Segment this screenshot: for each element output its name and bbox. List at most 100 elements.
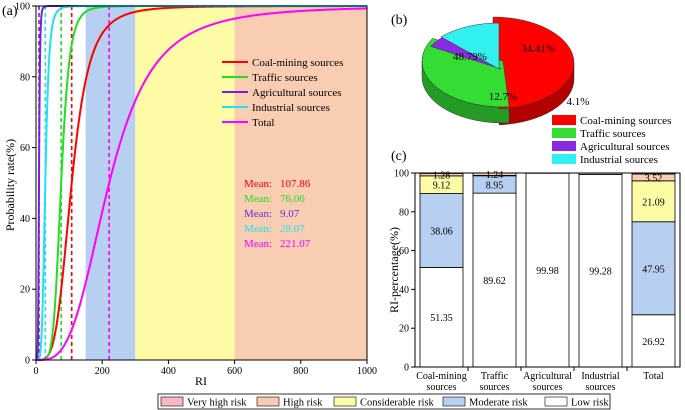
legend-label: Coal-mining sources xyxy=(252,57,343,69)
x-tick-label: 200 xyxy=(95,366,110,377)
mean-label: Mean: xyxy=(244,178,272,190)
x-tick-label: 800 xyxy=(293,366,308,377)
bar-value-label: 9.12 xyxy=(433,181,451,192)
pie-legend-swatch xyxy=(552,128,576,138)
category-label: Industrial sources xyxy=(581,371,620,393)
pie-legend-swatch xyxy=(552,115,576,125)
y-tick-label: 0 xyxy=(25,356,30,367)
risk-legend-label: Low risk xyxy=(571,398,609,409)
legend-label: Industrial sources xyxy=(252,102,330,114)
category-label-line: sources xyxy=(427,382,457,393)
category-label: Coal-mining sources xyxy=(416,371,467,393)
panel-b-pie-chart: (b) 48.79% 34.41% 4.1% 12.7% Coal-mining so… xyxy=(391,13,671,166)
risk-legend: Very high risk High risk Considerable risk… xyxy=(157,393,611,410)
risk-legend-swatch xyxy=(544,396,568,407)
risk-legend-swatch xyxy=(256,396,280,407)
x-tick-label: 1000 xyxy=(357,366,377,377)
y-tick-label: 60 xyxy=(20,143,30,154)
risk-legend-swatch xyxy=(442,396,466,407)
pie-slice-label: 34.41% xyxy=(521,43,555,55)
pie-slice-label: 48.79% xyxy=(453,51,487,63)
line-legend: Coal-mining sources Traffic sources Agricu… xyxy=(222,57,343,129)
category-label: Agricultural sources xyxy=(523,371,572,393)
mean-value: 221.07 xyxy=(280,238,311,250)
risk-legend-label: Moderate risk xyxy=(469,398,528,409)
bar-y-tick-label: 100 xyxy=(394,169,409,180)
panel-c-stacked-bar-chart: (c) RI-percentage(%) 51.35 38.06 9.121.28 C… xyxy=(387,149,681,393)
bar-value-label: 21.09 xyxy=(642,197,665,208)
bar-value-label: 38.06 xyxy=(430,226,453,237)
bar-value-label: 3.52 xyxy=(645,173,663,184)
bar-segment xyxy=(578,173,623,368)
x-tick-label: 0 xyxy=(34,366,39,377)
mean-labels: Mean: 107.86 Mean: 76.06 Mean: 9.07 Mean: 28.07… xyxy=(244,178,311,250)
pie-legend-label: Coal-mining sources xyxy=(580,115,671,127)
legend-label: Agricultural sources xyxy=(252,87,342,99)
bar-axes-frame xyxy=(414,172,681,368)
risk-band xyxy=(135,6,235,360)
bar-value-label: 89.62 xyxy=(483,276,506,287)
risk-legend-swatch xyxy=(160,396,184,407)
pie-legend-label: Agricultural sources xyxy=(580,141,670,153)
mean-label: Mean: xyxy=(244,193,272,205)
category-label-line: sources xyxy=(533,382,563,393)
y-axis-label: Probability rate(%) xyxy=(3,139,17,231)
bar-value-label: 8.95 xyxy=(486,180,504,191)
pie-legend-swatch xyxy=(552,154,576,164)
bar-value-label: 26.92 xyxy=(642,337,665,348)
panel-a-label: (a) xyxy=(2,4,18,19)
bar-segment xyxy=(525,172,570,368)
legend-label: Total xyxy=(252,117,274,129)
panel-b-label: (b) xyxy=(391,13,408,28)
y-tick-label: 20 xyxy=(20,285,30,296)
x-tick-label: 600 xyxy=(227,366,242,377)
bar-segment xyxy=(631,180,676,223)
bar-y-axis-label: RI-percentage(%) xyxy=(387,227,401,313)
mean-label: Mean: xyxy=(244,238,272,250)
bar-value-label: 47.95 xyxy=(642,264,665,275)
bar-axes: 0 20 40 60 80 100 xyxy=(394,169,681,374)
risk-legend-label: Considerable risk xyxy=(360,398,435,409)
pie-slice-label: 4.1% xyxy=(567,96,590,108)
bar-value-label: 99.98 xyxy=(536,266,559,277)
bar-y-tick-label: 40 xyxy=(399,285,409,296)
risk-legend-swatch xyxy=(333,396,357,407)
pie-legend-label: Traffic sources xyxy=(580,128,646,140)
bar-value-label: 51.35 xyxy=(430,313,453,324)
category-label-line: Agricultural xyxy=(523,371,572,382)
bar-value-label: 1.28 xyxy=(433,171,451,182)
mean-value: 107.86 xyxy=(280,178,311,190)
category-label-line: sources xyxy=(480,382,510,393)
mean-value: 76.06 xyxy=(280,193,305,205)
pie-slice xyxy=(440,22,500,70)
category-label-line: sources xyxy=(586,382,616,393)
pie-legend-label: Industrial sources xyxy=(580,154,658,166)
bar-value-label: 1.24 xyxy=(486,170,504,181)
y-tick-label: 100 xyxy=(15,2,30,13)
pie-slice-label: 12.7% xyxy=(489,91,517,103)
x-axis-label: RI xyxy=(195,374,207,388)
mean-value: 28.07 xyxy=(280,223,305,235)
category-label: Total xyxy=(643,371,664,382)
mean-label: Mean: xyxy=(244,208,272,220)
bar-y-tick-label: 80 xyxy=(399,207,409,218)
bar-segment xyxy=(472,192,517,368)
panel-c-label: (c) xyxy=(391,149,407,164)
mean-label: Mean: xyxy=(244,223,272,235)
risk-band xyxy=(85,6,136,360)
category-label-line: Industrial xyxy=(581,371,620,382)
panel-a-line-chart: (a) 0 200 400 600 800 1000 0 20 40 60 80 100 RI Pro… xyxy=(2,2,377,389)
mean-value: 9.07 xyxy=(280,208,300,220)
pie-slice xyxy=(492,16,575,110)
risk-band xyxy=(234,6,367,360)
risk-legend-label: Very high risk xyxy=(187,398,247,409)
pie: 48.79% 34.41% 4.1% 12.7% xyxy=(421,16,590,126)
y-tick-label: 40 xyxy=(20,214,30,225)
bars: 51.35 38.06 9.121.28 Coal-mining sources 89.6… xyxy=(416,170,676,393)
bar-y-tick-label: 0 xyxy=(404,363,409,374)
axes: 0 200 400 600 800 1000 0 20 40 60 80 100 xyxy=(15,2,377,378)
bar-segment xyxy=(419,193,464,268)
category-label-line: Total xyxy=(643,371,664,382)
